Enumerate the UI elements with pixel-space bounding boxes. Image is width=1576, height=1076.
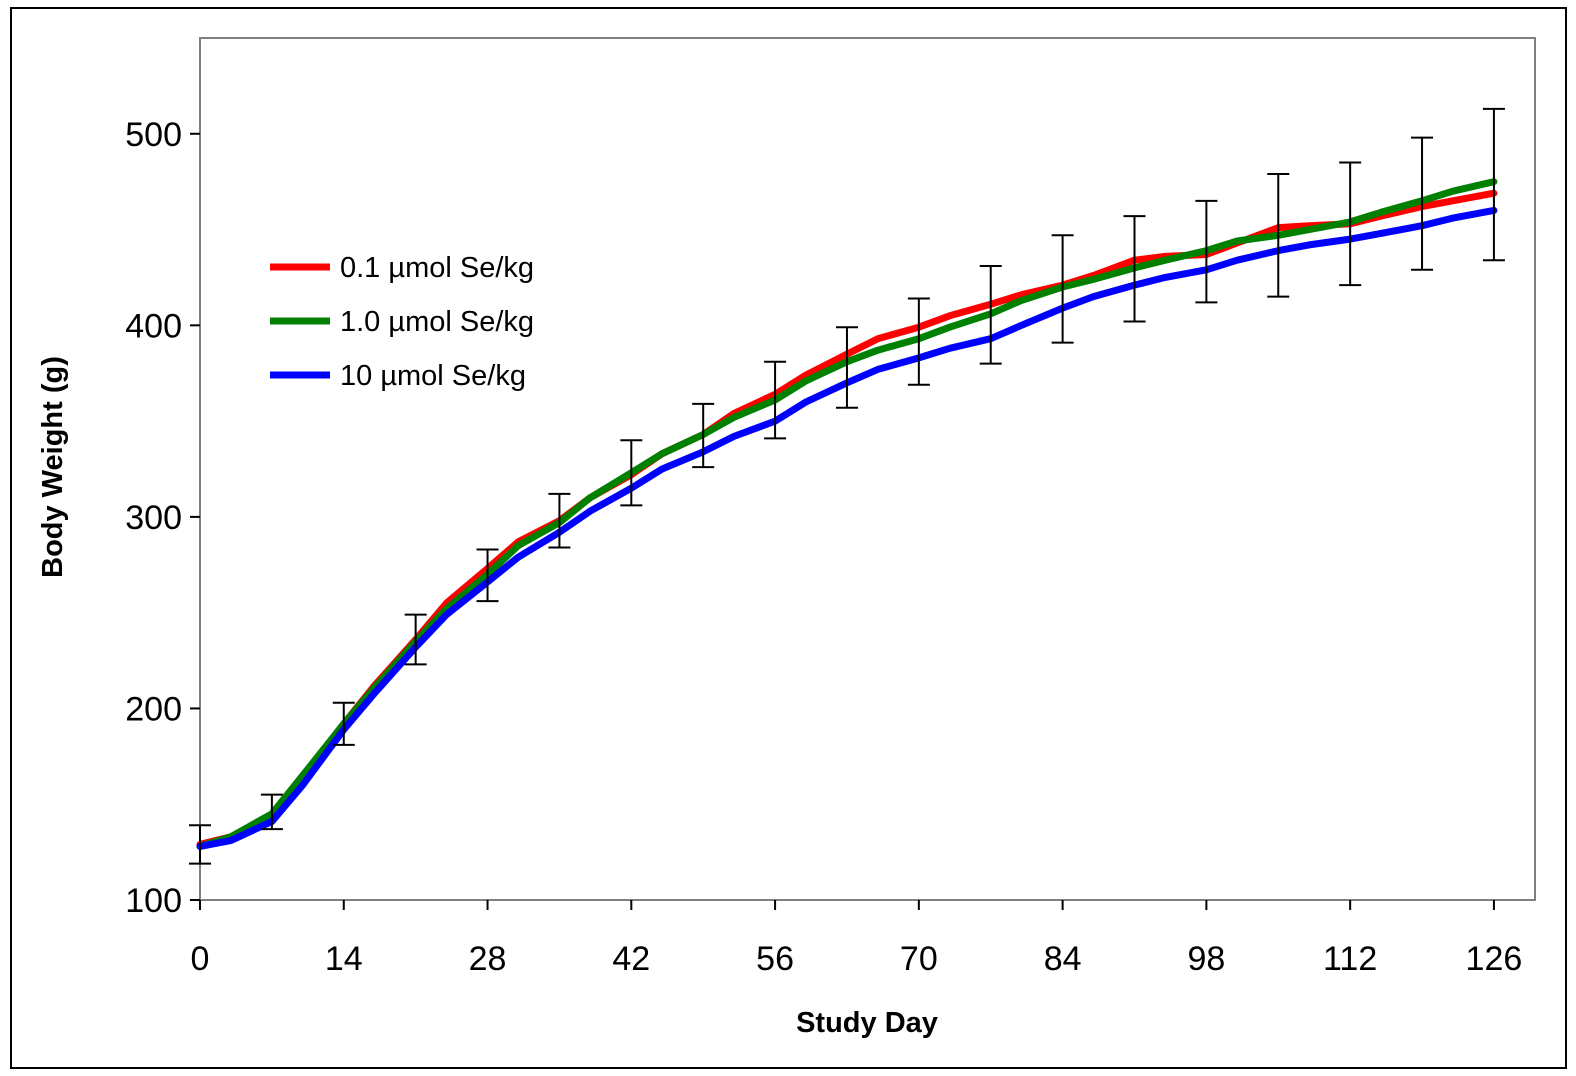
error-bars [189,107,1505,865]
error-bar [907,297,930,386]
error-bar [1123,215,1146,323]
x-tick-label: 112 [1323,940,1377,978]
error-bar [1195,199,1218,304]
y-tick-label: 100 [125,882,182,920]
x-tick-label: 70 [900,940,938,978]
y-tick-label: 200 [125,690,182,728]
x-tick-label: 42 [612,940,650,978]
y-tick-label: 500 [125,116,182,154]
error-bar [260,793,283,831]
error-bar [548,492,571,549]
error-bar [979,264,1002,365]
legend: 0.1 µmol Se/kg 1.0 µmol Se/kg 10 µmol Se/k… [270,252,534,392]
error-bar [1411,136,1434,271]
error-bar [476,548,499,603]
legend-item: 1.0 µmol Se/kg [270,306,534,338]
error-bar [1339,161,1362,287]
x-axis-title: Study Day [796,1007,938,1039]
y-tick-label: 300 [125,499,182,537]
x-tick-label: 28 [469,940,507,978]
error-bar [404,613,427,666]
plot-area [199,37,1536,901]
error-bar [764,360,787,440]
x-tick-label: 14 [325,940,363,978]
error-bar [189,824,211,865]
error-bar [332,701,355,746]
legend-item: 0.1 µmol Se/kg [270,252,534,284]
error-bar [1051,234,1074,344]
error-bar [692,402,715,469]
x-axis: 0 14 28 42 56 70 84 98 112 126 [191,900,1523,978]
y-tick-label: 400 [125,307,182,345]
error-bar [1482,107,1505,262]
legend-label: 0.1 µmol Se/kg [340,252,534,284]
chart-frame [10,7,1567,1069]
y-axis-title: Body Weight (g) [37,356,69,578]
x-tick-label: 84 [1044,940,1082,978]
error-bar [1267,173,1290,298]
y-axis: 100 200 300 400 500 [125,116,200,920]
legend-label: 10 µmol Se/kg [340,360,526,392]
x-tick-label: 0 [191,940,210,978]
legend-label: 1.0 µmol Se/kg [340,306,534,338]
error-bar [620,439,643,507]
legend-item: 10 µmol Se/kg [270,360,526,392]
x-tick-label: 98 [1187,940,1225,978]
x-tick-label: 56 [756,940,794,978]
x-tick-label: 126 [1466,940,1523,978]
error-bar [835,326,858,409]
